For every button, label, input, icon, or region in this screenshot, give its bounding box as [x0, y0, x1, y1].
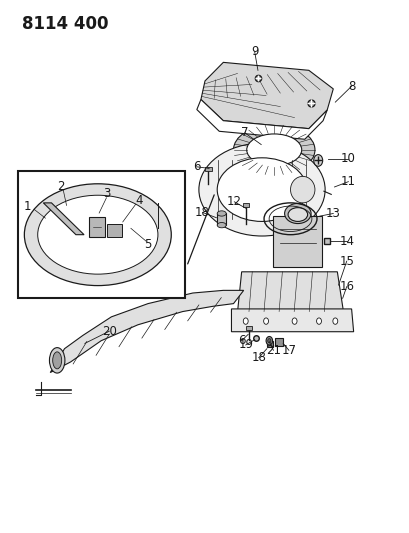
Text: 2: 2 — [56, 180, 64, 193]
Polygon shape — [50, 290, 243, 373]
Text: 1: 1 — [24, 200, 31, 213]
Text: 6: 6 — [237, 334, 245, 347]
Ellipse shape — [246, 134, 301, 166]
Polygon shape — [274, 338, 283, 346]
Text: 6: 6 — [193, 160, 200, 173]
Text: 15: 15 — [339, 255, 353, 268]
Polygon shape — [237, 272, 343, 312]
Ellipse shape — [288, 208, 307, 221]
Ellipse shape — [217, 211, 226, 216]
Ellipse shape — [24, 184, 171, 286]
Text: 12: 12 — [226, 195, 241, 208]
Text: 11: 11 — [340, 175, 355, 188]
Text: 18: 18 — [195, 206, 209, 219]
Ellipse shape — [267, 338, 270, 343]
Text: 8114 400: 8114 400 — [22, 14, 108, 33]
Ellipse shape — [38, 195, 157, 274]
Text: 8: 8 — [347, 80, 355, 93]
Polygon shape — [196, 100, 326, 139]
Polygon shape — [89, 217, 105, 237]
Text: 19: 19 — [238, 338, 253, 351]
Text: 14: 14 — [338, 235, 353, 247]
Ellipse shape — [292, 318, 296, 324]
Polygon shape — [204, 167, 211, 171]
Text: 9: 9 — [250, 45, 258, 58]
Ellipse shape — [217, 158, 306, 221]
Text: 3: 3 — [103, 188, 110, 200]
Text: 4: 4 — [135, 194, 142, 207]
Text: 16: 16 — [338, 280, 353, 293]
Polygon shape — [266, 341, 273, 347]
Text: 20: 20 — [101, 325, 117, 338]
Ellipse shape — [198, 143, 324, 236]
Ellipse shape — [332, 318, 337, 324]
Ellipse shape — [316, 318, 321, 324]
Text: 7: 7 — [240, 126, 248, 140]
Text: 13: 13 — [325, 207, 340, 220]
Ellipse shape — [263, 318, 268, 324]
Text: 21: 21 — [265, 344, 280, 357]
Polygon shape — [231, 309, 353, 332]
Polygon shape — [217, 214, 226, 225]
Polygon shape — [242, 203, 248, 207]
Polygon shape — [245, 326, 251, 330]
Bar — [18, 171, 184, 298]
Ellipse shape — [284, 204, 310, 223]
Polygon shape — [43, 203, 84, 235]
Ellipse shape — [217, 222, 226, 228]
Ellipse shape — [49, 348, 65, 373]
Text: 18: 18 — [251, 351, 265, 364]
Ellipse shape — [265, 336, 272, 345]
Text: 17: 17 — [281, 344, 296, 357]
Ellipse shape — [313, 155, 322, 166]
Polygon shape — [107, 224, 121, 237]
Ellipse shape — [53, 352, 61, 369]
Polygon shape — [273, 216, 321, 266]
Ellipse shape — [290, 176, 314, 203]
Polygon shape — [200, 62, 333, 128]
Text: 5: 5 — [144, 238, 151, 252]
Text: 10: 10 — [340, 152, 355, 165]
Ellipse shape — [243, 318, 247, 324]
Ellipse shape — [233, 125, 314, 175]
